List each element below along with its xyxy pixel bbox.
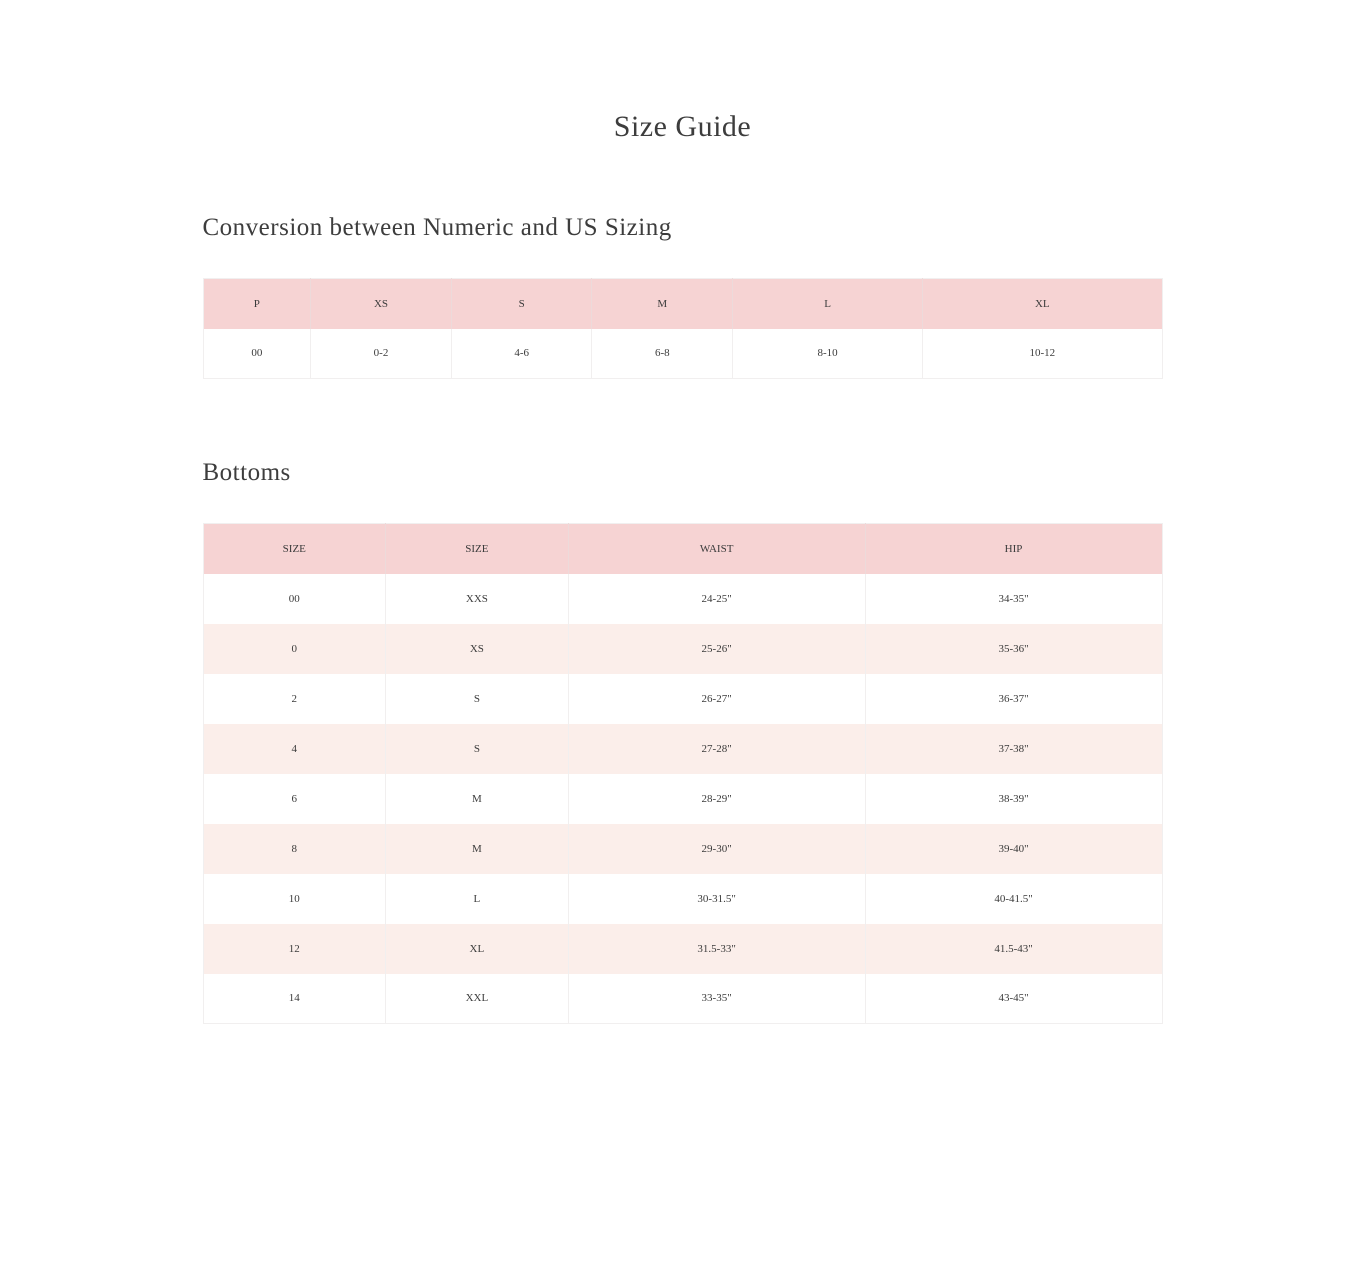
cell: 2: [203, 674, 386, 724]
table-row: 4 S 27-28" 37-38": [203, 724, 1162, 774]
table-row: 8 M 29-30" 39-40": [203, 824, 1162, 874]
cell: 00: [203, 329, 311, 379]
cell: 14: [203, 974, 386, 1024]
cell: 27-28": [568, 724, 865, 774]
cell: 36-37": [865, 674, 1162, 724]
cell: 26-27": [568, 674, 865, 724]
cell: S: [386, 674, 569, 724]
col-header: XL: [923, 279, 1162, 329]
cell: 4-6: [451, 329, 592, 379]
col-header: SIZE: [386, 524, 569, 574]
cell: 8-10: [733, 329, 923, 379]
cell: 4: [203, 724, 386, 774]
cell: 38-39": [865, 774, 1162, 824]
cell: M: [386, 774, 569, 824]
conversion-section: Conversion between Numeric and US Sizing…: [203, 214, 1163, 379]
cell: XXL: [386, 974, 569, 1024]
table-row: 00 XXS 24-25" 34-35": [203, 574, 1162, 624]
cell: L: [386, 874, 569, 924]
bottoms-title: Bottoms: [203, 459, 1163, 487]
cell: 6: [203, 774, 386, 824]
cell: 37-38": [865, 724, 1162, 774]
cell: 30-31.5": [568, 874, 865, 924]
bottoms-section: Bottoms SIZE SIZE WAIST HIP 00 XXS 24-25…: [203, 459, 1163, 1024]
cell: M: [386, 824, 569, 874]
cell: XS: [386, 624, 569, 674]
cell: 29-30": [568, 824, 865, 874]
cell: 00: [203, 574, 386, 624]
table-row: 2 S 26-27" 36-37": [203, 674, 1162, 724]
conversion-title: Conversion between Numeric and US Sizing: [203, 214, 1163, 242]
table-row: 14 XXL 33-35" 43-45": [203, 974, 1162, 1024]
cell: 10: [203, 874, 386, 924]
cell: 28-29": [568, 774, 865, 824]
cell: 33-35": [568, 974, 865, 1024]
table-row: 10 L 30-31.5" 40-41.5": [203, 874, 1162, 924]
cell: 25-26": [568, 624, 865, 674]
cell: 34-35": [865, 574, 1162, 624]
cell: 6-8: [592, 329, 733, 379]
col-header: S: [451, 279, 592, 329]
conversion-table: P XS S M L XL 00 0-2 4-6 6-8 8-10 10-12: [203, 278, 1163, 379]
cell: S: [386, 724, 569, 774]
bottoms-table: SIZE SIZE WAIST HIP 00 XXS 24-25" 34-35"…: [203, 523, 1163, 1024]
cell: XXS: [386, 574, 569, 624]
col-header: HIP: [865, 524, 1162, 574]
cell: 40-41.5": [865, 874, 1162, 924]
col-header: XS: [311, 279, 452, 329]
col-header: P: [203, 279, 311, 329]
cell: 43-45": [865, 974, 1162, 1024]
cell: 24-25": [568, 574, 865, 624]
cell: 35-36": [865, 624, 1162, 674]
cell: 39-40": [865, 824, 1162, 874]
cell: 41.5-43": [865, 924, 1162, 974]
cell: 31.5-33": [568, 924, 865, 974]
table-row: 12 XL 31.5-33" 41.5-43": [203, 924, 1162, 974]
cell: 0: [203, 624, 386, 674]
col-header: SIZE: [203, 524, 386, 574]
table-row: 6 M 28-29" 38-39": [203, 774, 1162, 824]
col-header: M: [592, 279, 733, 329]
content-container: Size Guide Conversion between Numeric an…: [203, 0, 1163, 1024]
cell: 10-12: [923, 329, 1162, 379]
col-header: WAIST: [568, 524, 865, 574]
page-title: Size Guide: [203, 110, 1163, 144]
table-row: 00 0-2 4-6 6-8 8-10 10-12: [203, 329, 1162, 379]
col-header: L: [733, 279, 923, 329]
cell: 8: [203, 824, 386, 874]
cell: XL: [386, 924, 569, 974]
table-row: 0 XS 25-26" 35-36": [203, 624, 1162, 674]
cell: 12: [203, 924, 386, 974]
cell: 0-2: [311, 329, 452, 379]
